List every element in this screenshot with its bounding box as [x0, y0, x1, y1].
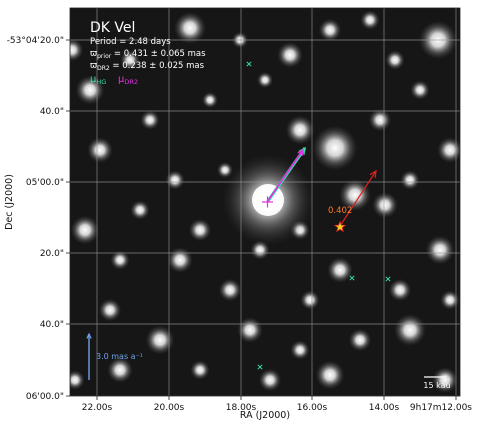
background-star [217, 162, 233, 178]
proper-motion-overlay: 0.402 3.0 mas a⁻¹ 15 kau [86, 61, 451, 390]
background-star [285, 115, 315, 145]
background-star [70, 215, 100, 245]
teal-x-marker-stroke [257, 364, 263, 370]
y-tick-label: -53°04'20.0" [7, 36, 64, 46]
teal-x-marker-stroke [385, 276, 391, 282]
legend: μHG μDR2 [90, 74, 138, 86]
neighbour-star-marker [333, 220, 347, 233]
x-tick-label: 9h17m12.00s [410, 403, 472, 413]
background-star [218, 278, 242, 302]
background-star [432, 367, 458, 393]
teal-x-marker-stroke [246, 61, 252, 67]
background-star [318, 18, 342, 42]
background-star [385, 50, 405, 70]
y-tick-label: 20.0" [40, 249, 64, 259]
background-star [300, 290, 320, 310]
neighbour-arrow-head [369, 169, 377, 179]
neighbour-label: 0.402 [328, 206, 352, 216]
background-star [277, 42, 303, 68]
x-tick-label: 22.00s [82, 403, 113, 413]
background-star [140, 110, 160, 130]
legend-entry: μDR2 [118, 74, 138, 86]
y-axis-label: Dec (J2000) [4, 174, 15, 230]
background-star [87, 137, 113, 163]
background-star [130, 200, 150, 220]
y-axis-ticks: -53°04'20.0" 40.0" 05'00.0" 20.0" 40.0" 06'00… [7, 36, 70, 402]
dr2-arrow-head [297, 148, 304, 157]
x-tick-label: 14.00s [369, 403, 400, 413]
background-star [190, 360, 210, 380]
background-star [400, 170, 420, 190]
scale-arrow-label: 3.0 mas a⁻¹ [96, 352, 143, 361]
background-star [437, 137, 460, 163]
x-axis-ticks: 22.00s 20.00s 18.00s 16.00s 14.00s 9h17m12.00… [82, 396, 472, 413]
info-lines: Period = 2.48 days ϖprior = 0.431 ± 0.065… [90, 37, 206, 72]
background-star [70, 38, 84, 62]
x-axis-label: RA (J2000) [240, 410, 290, 421]
hg-arrow-head [298, 146, 306, 156]
y-tick-label: 05'00.0" [26, 178, 64, 188]
info-line: Period = 2.48 days [90, 37, 171, 47]
background-star [327, 257, 353, 283]
y-tick-label: 06'00.0" [26, 392, 64, 402]
background-star [70, 370, 85, 390]
background-star [257, 72, 273, 88]
background-star [348, 328, 372, 352]
background-star [394, 314, 426, 346]
x-tick-label: 16.00s [297, 403, 328, 413]
background-star [145, 325, 175, 355]
background-star [388, 278, 412, 302]
background-star [339, 179, 371, 211]
background-star [368, 108, 392, 132]
background-star [312, 125, 358, 171]
scale-arrow-head [86, 332, 92, 339]
plot-frame [69, 7, 461, 397]
background-star [202, 92, 218, 108]
background-star [360, 10, 380, 30]
background-star [372, 192, 398, 218]
scale-bar-label: 15 kau [423, 381, 450, 390]
info-line: ϖDR2 = 0.238 ± 0.025 mas [90, 61, 205, 72]
background-star [98, 298, 122, 322]
y-tick-label: 40.0" [40, 107, 64, 117]
y-tick-label: 40.0" [40, 320, 64, 330]
background-star [110, 250, 130, 270]
x-tick-label: 20.00s [154, 403, 185, 413]
dr2-proper-motion-arrow [266, 149, 304, 203]
background-star [165, 170, 185, 190]
background-star [315, 360, 345, 390]
sky-image [70, 8, 460, 396]
background-star [410, 80, 430, 100]
chart-title: DK Vel [90, 20, 135, 36]
teal-x-marker-stroke [349, 275, 355, 281]
neighbour-motion-arrow [339, 170, 377, 227]
background-star [107, 357, 133, 383]
background-star [425, 235, 455, 265]
background-star [120, 50, 140, 70]
background-star [258, 368, 282, 392]
legend-entry: μHG [90, 74, 106, 86]
background-star [290, 340, 310, 360]
background-star [237, 317, 263, 343]
info-line: ϖprior = 0.431 ± 0.065 mas [90, 49, 206, 60]
background-star [188, 218, 212, 242]
coordinate-grid [70, 8, 460, 396]
x-tick-label: 18.00s [226, 403, 257, 413]
background-star [440, 290, 460, 310]
background-star [174, 12, 206, 44]
background-star [167, 247, 193, 273]
